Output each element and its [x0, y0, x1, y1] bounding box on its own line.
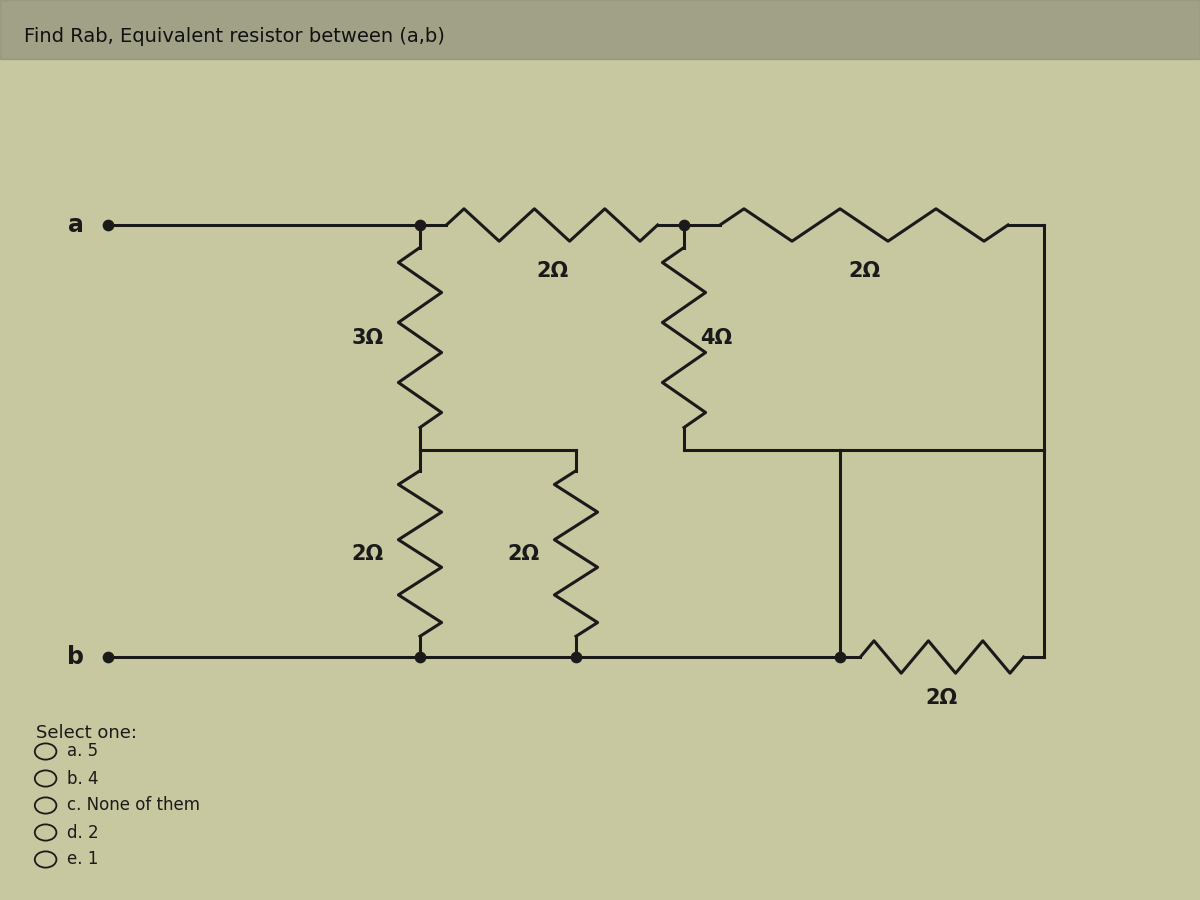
- Point: [674, 218, 694, 232]
- Text: 2Ω: 2Ω: [508, 544, 540, 563]
- Text: a. 5: a. 5: [67, 742, 98, 760]
- Text: e. 1: e. 1: [67, 850, 98, 868]
- Point: [566, 650, 586, 664]
- Text: b: b: [67, 645, 84, 669]
- Text: 3Ω: 3Ω: [352, 328, 384, 347]
- Text: 2Ω: 2Ω: [926, 688, 958, 708]
- Point: [98, 650, 118, 664]
- Text: d. 2: d. 2: [67, 824, 98, 842]
- Text: c. None of them: c. None of them: [67, 796, 200, 814]
- Text: 2Ω: 2Ω: [352, 544, 384, 563]
- Bar: [0, 0, 1200, 58]
- Text: Find Rab, Equivalent resistor between (a,b): Find Rab, Equivalent resistor between (a…: [24, 26, 445, 46]
- Point: [410, 650, 430, 664]
- Point: [410, 218, 430, 232]
- Text: 2Ω: 2Ω: [848, 261, 880, 281]
- Text: a: a: [68, 213, 84, 237]
- Point: [98, 218, 118, 232]
- Point: [830, 650, 850, 664]
- Text: b. 4: b. 4: [67, 770, 98, 788]
- Text: Select one:: Select one:: [36, 724, 137, 742]
- Text: 4Ω: 4Ω: [700, 328, 732, 347]
- Text: 2Ω: 2Ω: [536, 261, 568, 281]
